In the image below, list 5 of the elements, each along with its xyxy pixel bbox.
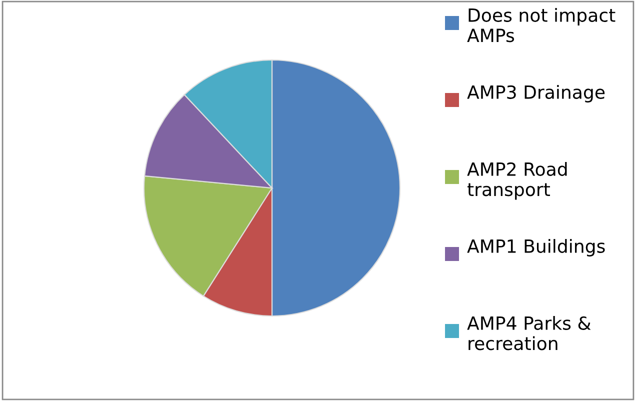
legend-label: AMP4 Parks & recreation: [467, 316, 591, 350]
legend-label: Does not impact AMPs: [467, 8, 616, 42]
legend-label: AMP2 Road transport: [467, 162, 567, 200]
legend-label: AMP1 Buildings: [467, 239, 605, 256]
legend-label: AMP3 Drainage: [467, 85, 605, 102]
